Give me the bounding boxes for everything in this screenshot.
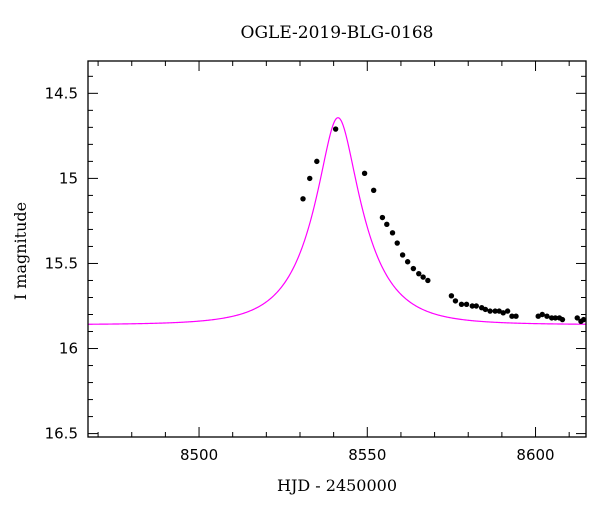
data-point — [300, 196, 306, 202]
data-point — [416, 270, 422, 277]
data-point — [487, 308, 493, 314]
y-tick-label: 15.5 — [45, 254, 78, 272]
y-tick-label: 16.5 — [45, 425, 78, 443]
model-curve — [88, 117, 586, 325]
data-point — [580, 316, 587, 323]
data-point — [482, 306, 489, 313]
x-axis-label: HJD - 2450000 — [277, 476, 397, 495]
data-point — [473, 303, 480, 309]
x-tick-label: 8500 — [180, 446, 218, 464]
data-point — [425, 277, 431, 284]
data-point — [509, 313, 515, 319]
data-point — [463, 301, 470, 307]
y-axis-label: I magnitude — [11, 202, 30, 300]
data-point — [504, 308, 511, 314]
data-point — [394, 240, 400, 246]
data-point — [458, 301, 465, 307]
data-point — [384, 221, 390, 228]
data-point — [492, 308, 498, 314]
data-point — [410, 265, 417, 272]
x-tick-label: 8600 — [516, 446, 554, 464]
data-point — [399, 252, 406, 258]
data-point — [552, 315, 559, 321]
data-point — [452, 298, 459, 304]
data-point — [332, 126, 339, 132]
x-tick-label: 8550 — [348, 446, 386, 464]
data-point — [574, 315, 580, 321]
data-point — [559, 316, 566, 323]
data-point — [389, 230, 396, 236]
data-point — [361, 170, 368, 176]
plot-area: 8500 8550 8600 14.5 15 15.5 16 16.5 — [45, 60, 587, 464]
data-point — [448, 293, 455, 299]
data-point — [535, 313, 541, 319]
data-point — [539, 311, 545, 318]
data-point — [469, 303, 475, 309]
data-point — [314, 158, 320, 165]
data-point — [513, 313, 519, 319]
y-tick-label: 16 — [59, 340, 78, 358]
chart-title: OGLE-2019-BLG-0168 — [241, 23, 434, 43]
data-point — [370, 187, 377, 193]
data-point — [379, 214, 386, 221]
data-point — [307, 175, 313, 182]
data-point — [420, 274, 426, 280]
y-tick-label: 14.5 — [45, 84, 78, 102]
data-point — [548, 315, 555, 321]
data-point — [500, 310, 506, 316]
plot-frame — [87, 60, 587, 438]
data-point — [544, 313, 550, 319]
data-point — [496, 308, 502, 314]
data-point — [404, 259, 411, 265]
y-tick-label: 15 — [59, 169, 78, 187]
